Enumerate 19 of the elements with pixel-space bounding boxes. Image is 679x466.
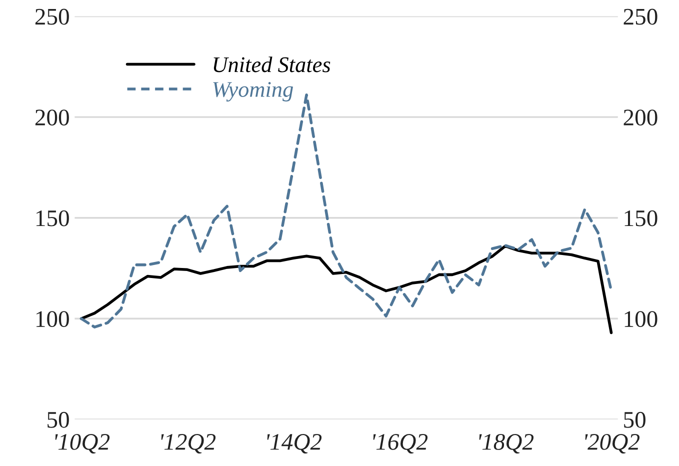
- y2-tick-label: 250: [624, 8, 658, 25]
- y2-tick-label: 50: [624, 412, 646, 428]
- y-tick-label: 50: [48, 412, 69, 428]
- x-tick-label: '10Q2: [55, 434, 110, 454]
- x-tick-label: '12Q2: [161, 434, 216, 454]
- legend-label: Wyoming: [213, 82, 293, 102]
- y-tick-label: 250: [35, 8, 69, 25]
- y-tick-label: 200: [35, 110, 69, 126]
- y-tick-label: 150: [36, 210, 69, 226]
- line-series: [80, 244, 613, 334]
- x-tick-label: '14Q2: [267, 434, 322, 454]
- legend-label: United States: [214, 56, 330, 72]
- x-tick-label: '20Q2: [585, 434, 640, 454]
- x-tick-label: '18Q2: [479, 434, 534, 454]
- y2-tick-label: 150: [624, 210, 658, 226]
- x-tick-label: '16Q2: [373, 434, 428, 454]
- y2-tick-label: 100: [624, 311, 658, 328]
- y2-tick-label: 200: [624, 110, 658, 126]
- y-tick-label: 100: [36, 311, 69, 328]
